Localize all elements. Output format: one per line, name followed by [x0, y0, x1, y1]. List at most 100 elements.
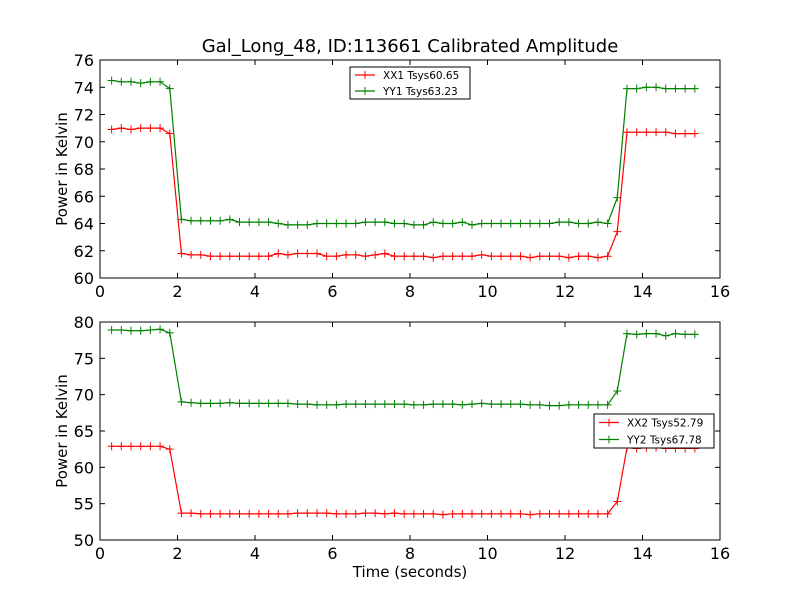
- y-tick-label: 68: [74, 160, 94, 179]
- data-point: [438, 252, 447, 261]
- data-point: [593, 509, 602, 518]
- data-point: [136, 326, 145, 335]
- x-tick-label: 6: [327, 544, 337, 563]
- data-point: [652, 128, 661, 137]
- data-point: [458, 252, 467, 261]
- data-point: [361, 218, 370, 227]
- data-point: [283, 509, 292, 518]
- data-point: [156, 124, 165, 133]
- data-point: [293, 220, 302, 229]
- legend-marker: [361, 71, 369, 79]
- data-point: [574, 219, 583, 228]
- data-point: [584, 400, 593, 409]
- data-point: [400, 509, 409, 518]
- data-point: [216, 399, 225, 408]
- data-point: [216, 216, 225, 225]
- data-point: [671, 129, 680, 138]
- data-point: [264, 399, 273, 408]
- data-point: [564, 400, 573, 409]
- legend-marker: [361, 87, 369, 95]
- data-point: [136, 442, 145, 451]
- data-point: [438, 400, 447, 409]
- data-point: [146, 325, 155, 334]
- data-point: [225, 252, 234, 261]
- data-point: [487, 509, 496, 518]
- data-point: [293, 400, 302, 409]
- data-point: [117, 77, 126, 86]
- data-point: [468, 220, 476, 229]
- data-point: [448, 400, 457, 409]
- data-point: [361, 509, 370, 518]
- y-tick-label: 74: [74, 78, 94, 97]
- data-point: [293, 509, 302, 518]
- x-axis-label: Time (seconds): [352, 563, 468, 581]
- data-point: [477, 250, 486, 259]
- data-point: [293, 249, 302, 258]
- data-point: [516, 219, 525, 228]
- data-point: [156, 442, 165, 451]
- data-point: [127, 125, 135, 134]
- data-point: [555, 509, 564, 518]
- data-point: [196, 216, 205, 225]
- x-tick-label: 16: [710, 282, 730, 301]
- data-point: [274, 399, 283, 408]
- data-point: [603, 509, 612, 518]
- data-point: [497, 509, 506, 518]
- data-point: [156, 77, 165, 86]
- data-point: [136, 124, 145, 133]
- data-point: [555, 218, 564, 227]
- y-axis-label: Power in Kelvin: [53, 112, 71, 226]
- data-point: [506, 219, 515, 228]
- data-point: [535, 252, 544, 261]
- legend-marker: [605, 418, 613, 427]
- data-point: [564, 218, 573, 227]
- data-point: [117, 442, 126, 451]
- data-point: [332, 509, 341, 518]
- y-tick-label: 60: [74, 458, 94, 477]
- data-point: [107, 325, 116, 334]
- data-point: [283, 250, 292, 259]
- y-tick-label: 50: [74, 531, 94, 550]
- x-tick-label: 8: [405, 544, 415, 563]
- data-point: [351, 509, 360, 518]
- data-point: [196, 399, 205, 408]
- data-point: [313, 509, 321, 518]
- data-point: [506, 252, 515, 261]
- data-point: [506, 400, 515, 409]
- data-point: [313, 400, 321, 409]
- x-tick-label: 0: [95, 544, 105, 563]
- legend-label: XX1 Tsys60.65: [383, 70, 459, 82]
- data-point: [380, 400, 389, 409]
- data-point: [254, 399, 263, 408]
- y-tick-label: 72: [74, 106, 94, 125]
- data-point: [661, 128, 670, 137]
- data-point: [458, 400, 467, 409]
- data-point: [526, 400, 535, 409]
- data-point: [477, 509, 486, 518]
- data-point: [468, 509, 476, 518]
- x-tick-label: 2: [172, 544, 182, 563]
- data-point: [632, 330, 641, 339]
- data-point: [332, 252, 341, 261]
- data-point: [156, 325, 165, 334]
- data-point: [613, 497, 622, 506]
- data-point: [690, 330, 699, 339]
- x-tick-label: 0: [95, 282, 105, 301]
- data-point: [225, 215, 234, 224]
- data-point: [380, 249, 389, 258]
- data-point: [429, 253, 438, 262]
- data-point: [146, 77, 155, 86]
- data-point: [526, 219, 535, 228]
- data-point: [632, 128, 641, 137]
- data-point: [545, 252, 554, 261]
- data-point: [107, 125, 116, 134]
- data-point: [235, 509, 244, 518]
- data-point: [671, 329, 680, 338]
- data-point: [642, 329, 651, 338]
- x-tick-label: 2: [172, 282, 182, 301]
- x-tick-label: 10: [477, 282, 497, 301]
- data-point: [448, 252, 457, 261]
- data-point: [351, 250, 360, 259]
- data-point: [235, 399, 244, 408]
